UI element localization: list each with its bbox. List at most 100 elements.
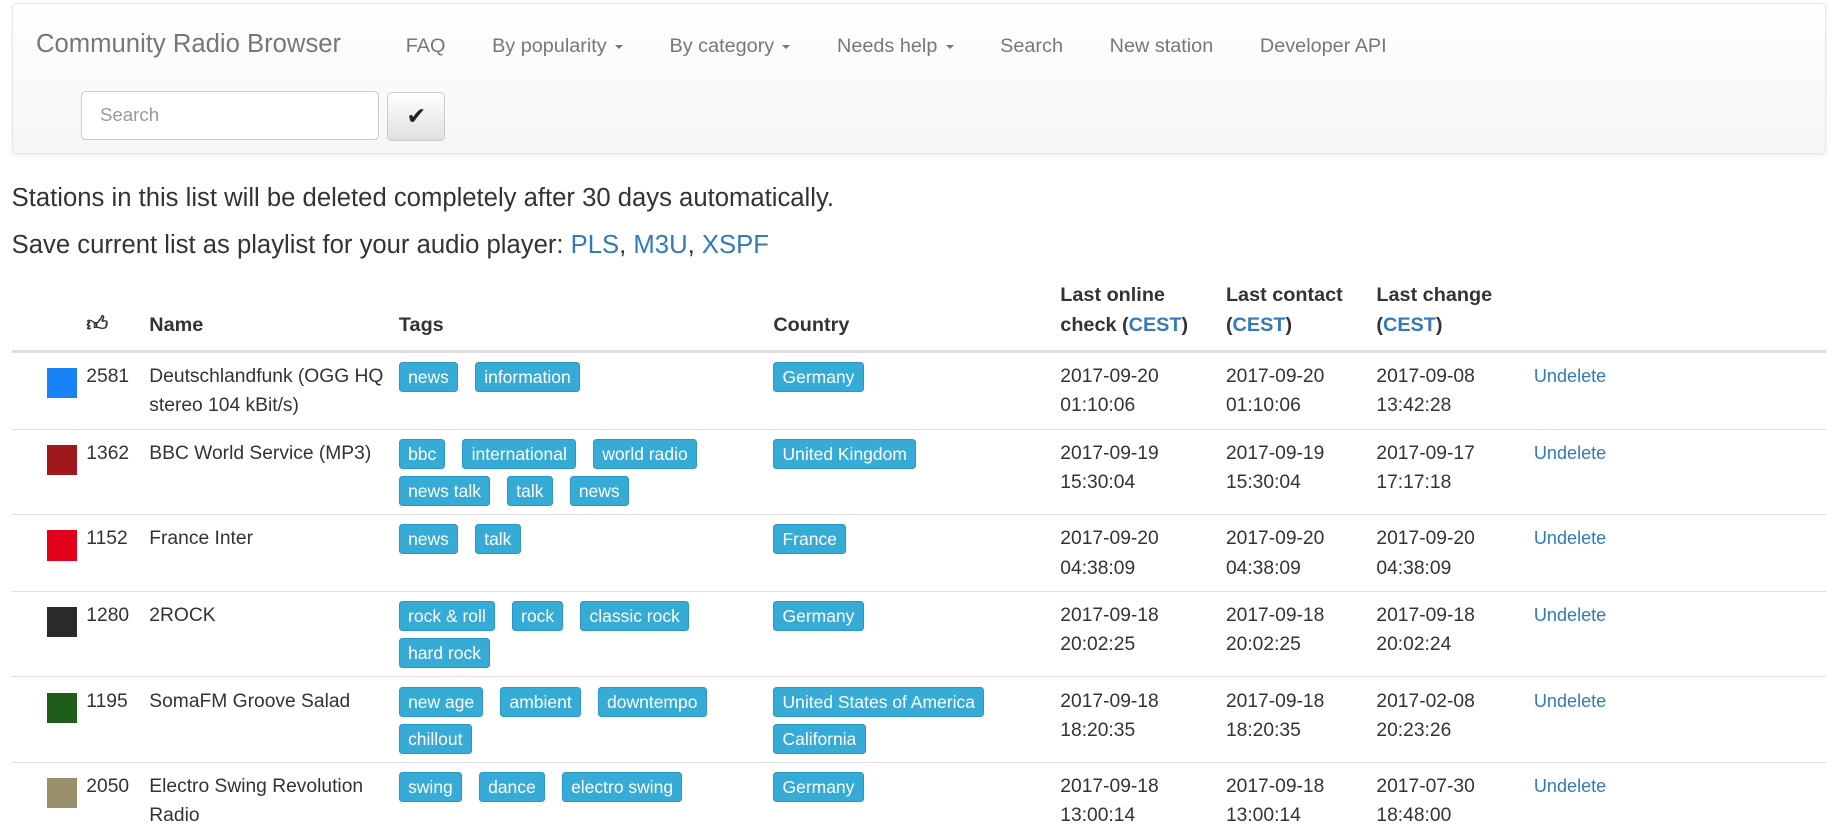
time: 20:23:26 <box>1376 719 1452 741</box>
time: 18:20:35 <box>1225 719 1301 741</box>
last-change: 2017-09-18 20:02:24 <box>1371 590 1530 677</box>
country-badge[interactable]: California <box>773 723 866 754</box>
undelete-link[interactable]: Undelete <box>1533 443 1607 464</box>
header-text: ) <box>1435 314 1443 337</box>
votes-column-header[interactable]: 👍︎ <box>81 279 145 353</box>
tag-badge[interactable]: bbc <box>398 439 446 470</box>
station-icon-cell <box>11 676 82 763</box>
country-cell: United Kingdom <box>768 428 1056 515</box>
last-change: 2017-09-08 13:42:28 <box>1371 350 1530 430</box>
time: 13:00:14 <box>1225 805 1301 827</box>
tag-badge[interactable]: electro swing <box>561 772 683 803</box>
station-name-text: BBC World Service (MP3) <box>149 443 372 465</box>
country-badge[interactable]: United States of America <box>773 686 985 717</box>
table-row: 2581 Deutschlandfunk (OGG HQ stereo 104 k… <box>11 350 1826 430</box>
country-badge[interactable]: United Kingdom <box>773 439 917 470</box>
last-contact-header[interactable]: Last contact (CEST) <box>1221 279 1372 353</box>
tag-badge[interactable]: rock & roll <box>398 601 495 632</box>
search-input[interactable] <box>81 90 379 140</box>
tag-badge[interactable]: new age <box>398 686 484 717</box>
station-name[interactable]: France Inter <box>144 514 395 592</box>
tag-badge[interactable]: chillout <box>398 723 472 754</box>
m3u-link[interactable]: M3U <box>633 230 688 259</box>
station-name-text: SomaFM Groove Salad <box>149 690 351 712</box>
last-contact: 2017-09-18 13:00:14 <box>1221 761 1372 839</box>
country-badge[interactable]: Germany <box>773 601 864 632</box>
station-name[interactable]: Electro Swing Revolution Radio <box>144 761 395 839</box>
nav-needs-help[interactable]: Needs help <box>837 34 954 58</box>
tag-badge[interactable]: classic rock <box>580 601 689 632</box>
2rock-logo <box>46 607 77 638</box>
station-icon-cell <box>11 761 82 839</box>
date: 2017-09-18 <box>1060 605 1159 627</box>
country-column-header[interactable]: Country <box>768 279 1056 353</box>
deletion-notice: Stations in this list will be deleted co… <box>11 184 835 213</box>
last-contact: 2017-09-19 15:30:04 <box>1221 428 1372 515</box>
undelete-link[interactable]: Undelete <box>1533 528 1607 549</box>
search-submit-button[interactable]: ✔ <box>387 91 446 141</box>
undelete-link[interactable]: Undelete <box>1533 776 1607 797</box>
tag-badge[interactable]: dance <box>478 772 545 803</box>
nav-label: FAQ <box>405 34 446 57</box>
tag-badge[interactable]: swing <box>398 772 462 803</box>
country-badge[interactable]: France <box>773 524 847 555</box>
nav-developer-api[interactable]: Developer API <box>1260 35 1387 58</box>
date: 2017-09-17 <box>1376 443 1475 465</box>
time: 17:17:18 <box>1376 472 1452 494</box>
name-column-header[interactable]: Name <box>144 279 395 353</box>
table-row: 1195 SomaFM Groove Salad new age ambient d… <box>11 676 1826 763</box>
separator: , <box>619 230 634 259</box>
tags-cell: swing dance electro swing <box>394 761 769 839</box>
station-name[interactable]: SomaFM Groove Salad <box>144 676 395 763</box>
station-icon-cell <box>11 428 82 515</box>
nav-new-station[interactable]: New station <box>1110 35 1214 58</box>
tag-badge[interactable]: news <box>398 362 459 393</box>
xspf-link[interactable]: XSPF <box>701 230 769 259</box>
tag-badge[interactable]: hard rock <box>398 638 491 669</box>
tag-badge[interactable]: news <box>398 524 459 555</box>
country-badge[interactable]: Germany <box>773 772 864 803</box>
tag-badge[interactable]: rock <box>511 601 564 632</box>
country-cell: Germany <box>768 350 1056 430</box>
station-name[interactable]: BBC World Service (MP3) <box>144 428 395 515</box>
country-badge[interactable]: Germany <box>773 362 864 393</box>
header-text: check ( <box>1060 314 1129 337</box>
brand-link[interactable]: Community Radio Browser <box>35 30 342 59</box>
nav-label: Search <box>1000 34 1063 57</box>
tag-badge[interactable]: information <box>475 362 580 393</box>
tag-badge[interactable]: ambient <box>500 686 581 717</box>
caret-down-icon <box>782 44 791 50</box>
table-row: 1280 2ROCK rock & roll rock classic rock h… <box>11 590 1826 677</box>
timezone-link[interactable]: CEST <box>1383 314 1436 337</box>
pls-link[interactable]: PLS <box>570 230 620 259</box>
last-online-check-header[interactable]: Last online check (CEST) <box>1055 279 1222 353</box>
tags-cell: news talk <box>394 514 769 592</box>
tag-badge[interactable]: talk <box>507 476 553 507</box>
undelete-link[interactable]: Undelete <box>1533 366 1607 387</box>
nav-by-category[interactable]: By category <box>670 35 791 58</box>
tag-badge[interactable]: news talk <box>398 476 491 507</box>
tag-badge[interactable]: international <box>462 439 577 470</box>
nav-search[interactable]: Search <box>1000 35 1063 58</box>
tag-badge[interactable]: world radio <box>593 439 697 470</box>
station-icon-cell <box>11 514 82 592</box>
timezone-link[interactable]: CEST <box>1232 314 1286 337</box>
tag-badge[interactable]: news <box>569 476 629 507</box>
undelete-link[interactable]: Undelete <box>1533 690 1607 711</box>
time: 15:30:04 <box>1225 472 1301 494</box>
header-text: Last online <box>1060 283 1165 306</box>
tag-badge[interactable]: talk <box>475 524 521 555</box>
last-change-header[interactable]: Last change (CEST) <box>1371 279 1530 353</box>
station-name[interactable]: 2ROCK <box>144 590 395 677</box>
nav-by-popularity[interactable]: By popularity <box>492 35 623 58</box>
nav-label: Needs help <box>837 34 938 57</box>
country-cell: Germany <box>768 590 1056 677</box>
undelete-link[interactable]: Undelete <box>1533 605 1607 626</box>
icon-column-header <box>11 279 82 353</box>
tag-badge[interactable]: downtempo <box>597 686 707 717</box>
nav-faq[interactable]: FAQ <box>406 35 446 58</box>
header-text: ) <box>1181 314 1189 337</box>
tags-column-header[interactable]: Tags <box>394 279 769 353</box>
station-name[interactable]: Deutschlandfunk (OGG HQ stereo 104 kBit/… <box>144 350 395 430</box>
timezone-link[interactable]: CEST <box>1128 314 1182 337</box>
